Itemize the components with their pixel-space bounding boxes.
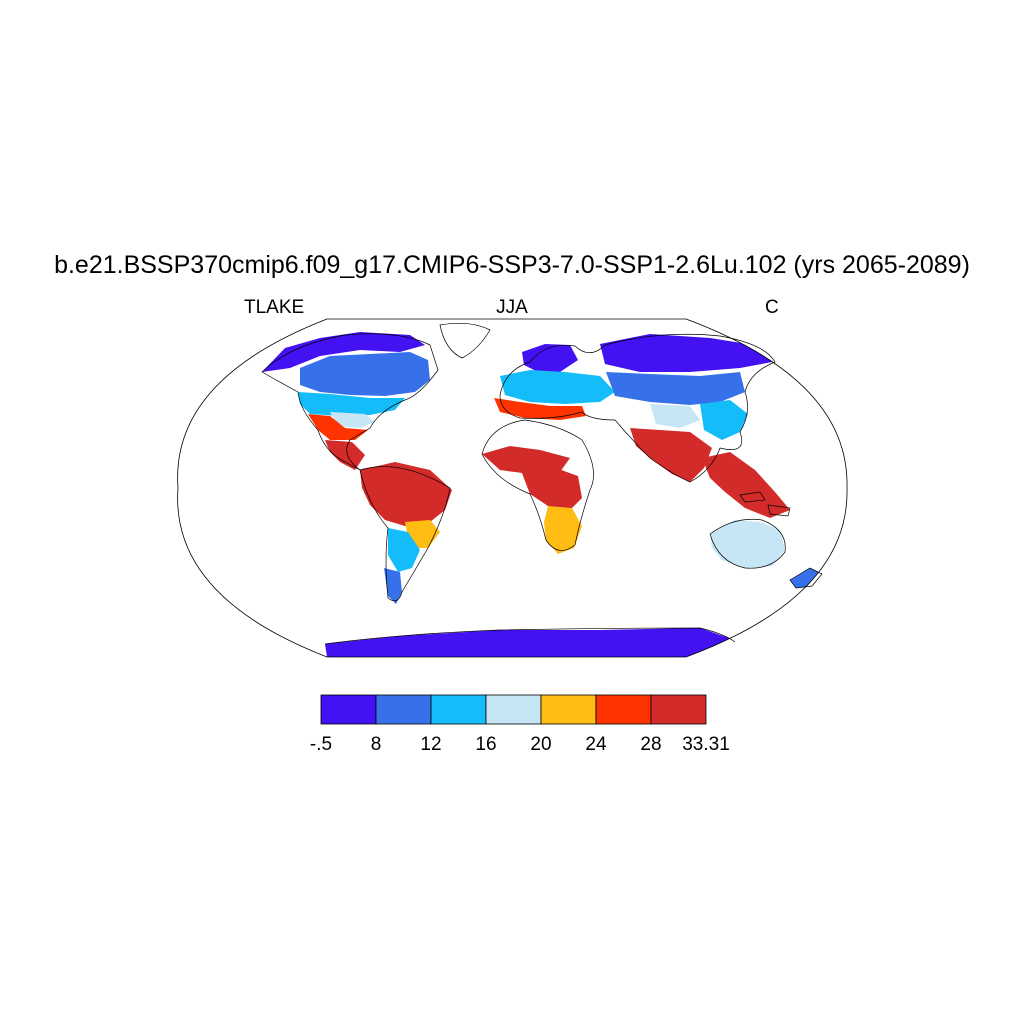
region-new-zealand	[790, 568, 822, 588]
season-label: JJA	[496, 297, 528, 318]
region-siberia	[600, 334, 772, 372]
region-northern-united-states	[298, 392, 405, 416]
colorbar-label-3: 16	[475, 734, 497, 755]
region-central-united-states	[330, 412, 375, 428]
units-label: C	[765, 297, 779, 318]
region-canada-hudson-bay	[300, 352, 430, 396]
coastline-5	[709, 518, 786, 569]
region-tibetan-plateau	[650, 404, 700, 428]
region-argentina	[388, 528, 420, 572]
coastline-3	[499, 333, 776, 483]
region-east-asia	[700, 400, 748, 440]
colorbar-label-6: 28	[640, 734, 662, 755]
region-central-asia	[606, 372, 745, 405]
region-central-america	[325, 440, 365, 470]
colorbar-box-6	[650, 694, 707, 725]
region-australia	[710, 520, 785, 568]
colorbar-box-0	[320, 694, 377, 725]
colorbar-label-4: 20	[530, 734, 552, 755]
colorbar-box-3	[485, 694, 542, 725]
region-scandinavia	[522, 344, 578, 372]
coastline-6	[739, 491, 766, 503]
coastline-0	[261, 333, 439, 471]
colorbar-box-5	[595, 694, 652, 725]
region-central-africa	[520, 466, 582, 510]
region-patagonia	[384, 568, 402, 604]
colorbar-label-2: 12	[420, 734, 442, 755]
coastline-8	[789, 567, 823, 589]
colorbar-box-2	[430, 694, 487, 725]
variable-label: TLAKE	[244, 297, 305, 318]
map-boundary	[177, 318, 848, 658]
region-southeast-asia	[702, 452, 790, 518]
region-southern-africa	[544, 506, 582, 554]
region-mediterranean	[494, 398, 586, 420]
coastline-7	[767, 504, 791, 517]
colorbar-label-1: 8	[370, 734, 382, 755]
colorbar-label-7: 33.31	[682, 734, 730, 755]
coastline-2	[359, 466, 451, 602]
colorbar-label-0: -.5	[309, 734, 333, 755]
coastlines	[261, 323, 823, 645]
region-antarctica	[325, 628, 735, 657]
region-amazon-basin	[360, 462, 452, 526]
region-south-asia	[630, 428, 712, 482]
colorbar-box-1	[375, 694, 432, 725]
region-europe	[500, 370, 615, 404]
coastline-9	[324, 627, 736, 645]
region-gulf-coast-mexico	[308, 414, 368, 440]
coastline-1	[439, 323, 491, 359]
lake-temperature-cells	[262, 332, 822, 657]
coastline-4	[481, 419, 594, 551]
region-arctic-canada-greenland-margin	[262, 332, 425, 372]
colorbar-box-4	[540, 694, 597, 725]
colorbar	[320, 694, 707, 725]
plot-title: b.e21.BSSP370cmip6.f09_g17.CMIP6-SSP3-7.…	[54, 251, 970, 279]
colorbar-label-5: 24	[585, 734, 607, 755]
